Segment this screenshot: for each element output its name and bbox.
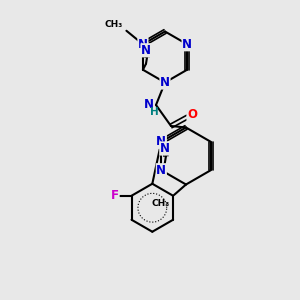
Text: N: N: [141, 44, 151, 57]
Text: N: N: [156, 135, 166, 148]
Text: N: N: [182, 38, 192, 51]
Text: H: H: [150, 106, 159, 117]
Text: N: N: [138, 38, 148, 51]
Text: O: O: [187, 107, 197, 121]
Text: F: F: [111, 189, 119, 202]
Text: N: N: [160, 76, 170, 89]
Text: N: N: [156, 164, 166, 177]
Text: CH₃: CH₃: [105, 20, 123, 29]
Text: N: N: [160, 142, 170, 155]
Text: CH₃: CH₃: [151, 199, 169, 208]
Text: N: N: [143, 98, 154, 112]
